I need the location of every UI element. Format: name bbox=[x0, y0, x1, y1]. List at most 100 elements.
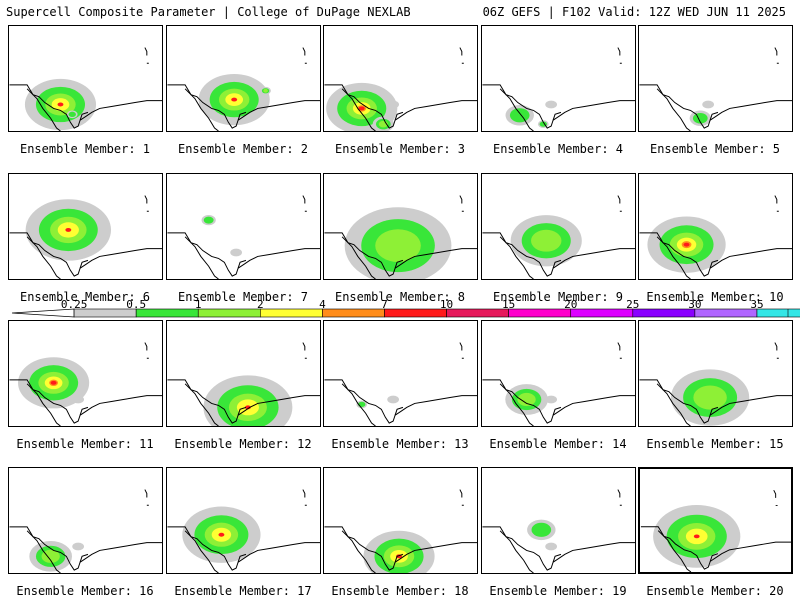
coastline bbox=[482, 232, 635, 277]
member-map bbox=[167, 342, 320, 426]
member-panel[interactable] bbox=[481, 173, 636, 280]
sfc-contour bbox=[263, 88, 268, 93]
inland-line bbox=[237, 553, 247, 563]
inland-line bbox=[394, 553, 404, 563]
colorbar-tick-label: 7 bbox=[381, 298, 388, 311]
model-run-info: 06Z GEFS | F102 Valid: 12Z WED JUN 11 20… bbox=[482, 5, 786, 19]
island-mark bbox=[617, 489, 622, 506]
inland-line bbox=[79, 406, 89, 416]
member-map bbox=[482, 195, 635, 279]
colorbar-swatch bbox=[632, 308, 696, 318]
member-panel[interactable] bbox=[8, 467, 163, 574]
member-map bbox=[324, 47, 477, 131]
member-map bbox=[639, 195, 792, 279]
sfc-speckle bbox=[545, 542, 558, 551]
member-map bbox=[167, 489, 320, 573]
coastline bbox=[9, 379, 162, 424]
member-panel[interactable] bbox=[481, 467, 636, 574]
inland-line bbox=[237, 406, 247, 416]
colorbar-tick-label: 20 bbox=[564, 298, 578, 311]
inland-line bbox=[394, 111, 404, 121]
member-panel[interactable] bbox=[323, 467, 478, 574]
member-panel[interactable] bbox=[166, 467, 321, 574]
member-panel[interactable] bbox=[481, 25, 636, 132]
member-map bbox=[167, 195, 320, 279]
member-label: Ensemble Member: 13 bbox=[331, 437, 469, 451]
member-panel[interactable] bbox=[166, 173, 321, 280]
member-panel[interactable] bbox=[8, 320, 163, 427]
sfc-contour bbox=[531, 522, 552, 537]
island-mark bbox=[302, 195, 307, 212]
member-panel[interactable] bbox=[8, 25, 163, 132]
border-line bbox=[26, 236, 61, 279]
sfc-contour bbox=[693, 385, 727, 410]
member-map bbox=[639, 342, 792, 426]
inland-line bbox=[709, 111, 719, 121]
border-line bbox=[657, 530, 692, 572]
colorbar-swatch bbox=[260, 308, 323, 318]
sfc-contour bbox=[68, 111, 76, 117]
member-panel[interactable] bbox=[323, 173, 478, 280]
border-line bbox=[26, 88, 61, 131]
sfc-contour bbox=[517, 392, 536, 407]
member-map bbox=[324, 195, 477, 279]
member-panel[interactable] bbox=[638, 173, 793, 280]
island-mark bbox=[774, 47, 779, 64]
colorbar-swatch bbox=[446, 308, 509, 318]
inland-line bbox=[709, 259, 719, 269]
member-label: Ensemble Member: 18 bbox=[331, 584, 469, 598]
member-label: Ensemble Member: 5 bbox=[649, 142, 781, 156]
member-panel[interactable] bbox=[638, 467, 793, 574]
island-mark bbox=[459, 489, 464, 506]
member-label: Ensemble Member: 9 bbox=[492, 290, 624, 304]
member-label: Ensemble Member: 1 bbox=[19, 142, 151, 156]
sfc-max bbox=[683, 242, 690, 247]
member-panel[interactable] bbox=[323, 320, 478, 427]
member-panel[interactable] bbox=[166, 320, 321, 427]
border-line bbox=[26, 530, 61, 573]
member-label: Ensemble Member: 4 bbox=[492, 142, 624, 156]
coastline bbox=[324, 232, 477, 277]
inland-line bbox=[394, 406, 404, 416]
island-mark bbox=[773, 489, 778, 507]
member-panel[interactable] bbox=[166, 25, 321, 132]
colorbar-swatch bbox=[384, 308, 447, 318]
colorbar-swatch bbox=[570, 308, 634, 318]
member-panel[interactable] bbox=[323, 25, 478, 132]
colorbar-tick-label: 30 bbox=[688, 298, 702, 311]
member-map bbox=[639, 47, 792, 131]
sfc-max bbox=[358, 106, 365, 111]
island-mark bbox=[144, 47, 149, 64]
member-map bbox=[9, 195, 162, 279]
coastline bbox=[9, 526, 162, 571]
member-panel[interactable] bbox=[638, 320, 793, 427]
inland-line bbox=[237, 111, 247, 121]
colorbar-swatch bbox=[197, 308, 261, 318]
coastline bbox=[167, 84, 320, 129]
member-map bbox=[324, 489, 477, 573]
sfc-max bbox=[65, 227, 72, 232]
member-label: Ensemble Member: 19 bbox=[489, 584, 627, 598]
colorbar-tick-label: 10 bbox=[439, 298, 454, 311]
member-panel[interactable] bbox=[638, 25, 793, 132]
colorbar-tick-label: 2 bbox=[257, 298, 264, 311]
border-line bbox=[499, 88, 534, 131]
inland-line bbox=[709, 406, 719, 416]
border-line bbox=[341, 383, 376, 426]
border-line bbox=[341, 530, 376, 573]
member-label: Ensemble Member: 12 bbox=[174, 437, 312, 451]
colorbar-swatch bbox=[508, 308, 572, 318]
island-mark bbox=[774, 195, 779, 212]
member-map bbox=[482, 47, 635, 131]
colorbar-swatch bbox=[322, 308, 385, 318]
sfc-contour bbox=[41, 549, 60, 563]
member-label: Ensemble Member: 15 bbox=[646, 437, 784, 451]
coastline bbox=[639, 232, 792, 277]
member-panel[interactable] bbox=[8, 173, 163, 280]
colorbar-swatch bbox=[694, 308, 758, 318]
member-panel[interactable] bbox=[481, 320, 636, 427]
sfc-speckle bbox=[387, 395, 400, 404]
border-line bbox=[184, 383, 219, 426]
inland-line bbox=[79, 111, 89, 121]
sfc-max bbox=[244, 405, 251, 410]
